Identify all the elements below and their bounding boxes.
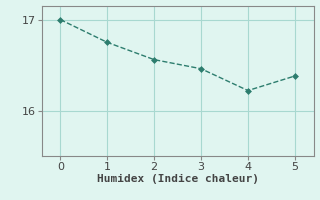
X-axis label: Humidex (Indice chaleur): Humidex (Indice chaleur) (97, 174, 259, 184)
